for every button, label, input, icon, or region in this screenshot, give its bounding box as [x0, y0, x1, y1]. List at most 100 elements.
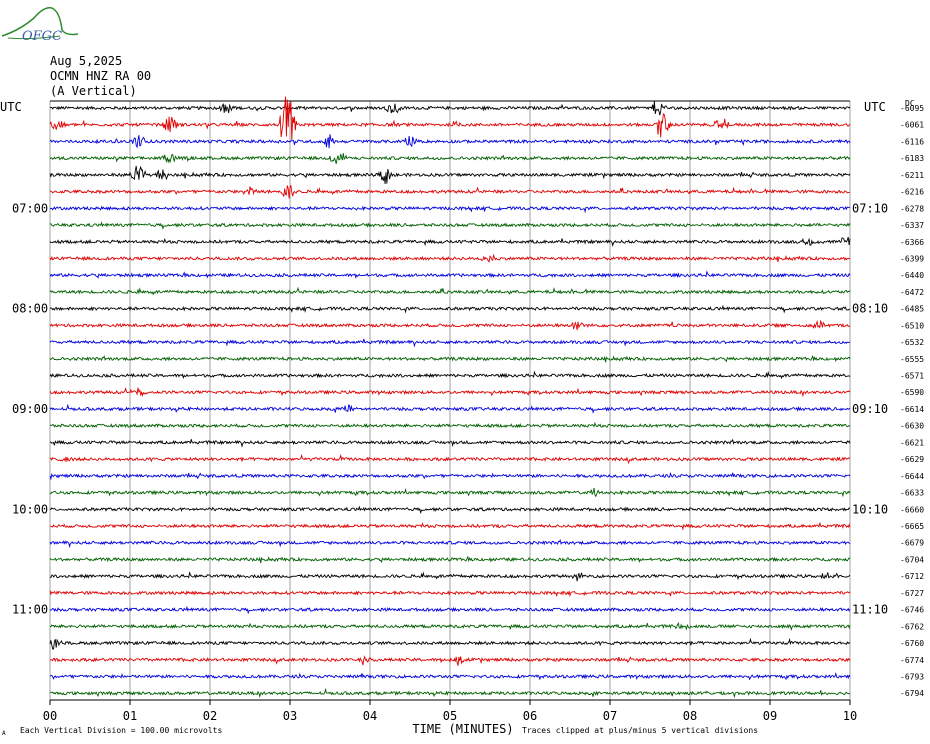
logo-text: OFGC — [22, 29, 62, 44]
trace-line — [49, 205, 851, 214]
dc-offset-label: -6746 — [900, 606, 924, 615]
dc-offset-label: -6571 — [900, 372, 924, 381]
trace-line — [49, 637, 851, 650]
clip-note: Traces clipped at plus/minus 5 vertical … — [522, 726, 758, 735]
dc-offset-label: -6337 — [900, 221, 924, 230]
x-axis-title: TIME (MINUTES) — [412, 722, 513, 736]
trace-line — [49, 96, 851, 141]
right-hour-label: 09:10 — [852, 402, 888, 416]
dc-offset-label: -6440 — [900, 271, 924, 280]
dc-offset-label: -6532 — [900, 338, 924, 347]
chart-date: Aug 5,2025 — [50, 54, 123, 68]
dc-offset-label: -6399 — [900, 254, 924, 263]
left-hour-label: 07:00 — [12, 201, 48, 215]
dc-offset-label: -6660 — [900, 505, 924, 514]
dc-offset-label: -6727 — [900, 589, 924, 598]
dc-offset-label: -6216 — [900, 188, 924, 197]
x-tick-label: 04 — [363, 709, 377, 723]
x-tick-label: 03 — [283, 709, 297, 723]
dc-offset-label: -6211 — [900, 171, 924, 180]
left-hour-label: 10:00 — [12, 502, 48, 516]
station-code: OCMN HNZ RA 00 — [50, 69, 152, 83]
trace-line — [49, 522, 851, 531]
x-tick-label: 07 — [603, 709, 617, 723]
dc-offset-label: -6183 — [900, 154, 924, 163]
trace-line — [49, 655, 851, 666]
dc-offset-label: -6278 — [900, 204, 924, 213]
trace-line — [49, 319, 851, 331]
dc-column-label: DC — [905, 99, 915, 108]
scale-note: Each Vertical Division = 100.00 microvol… — [20, 726, 222, 735]
right-utc-label: UTC — [864, 100, 886, 114]
trace-line — [49, 403, 851, 414]
trace-line — [49, 438, 851, 448]
x-tick-label: 06 — [523, 709, 537, 723]
x-tick-label: 08 — [683, 709, 697, 723]
dc-offset-label: -6095 — [900, 104, 924, 113]
trace-line — [49, 539, 851, 549]
trace-line — [49, 421, 851, 429]
x-tick-label: 00 — [43, 709, 57, 723]
trace-line — [50, 101, 851, 116]
trace-line — [49, 687, 851, 699]
dc-offset-label: -6630 — [900, 422, 924, 431]
dc-offset-label: -6794 — [900, 689, 924, 698]
trace-line — [49, 165, 851, 185]
right-hour-label: 07:10 — [852, 201, 888, 215]
right-hour-label: 08:10 — [852, 302, 888, 316]
dc-offset-label: -6366 — [900, 238, 924, 247]
trace-line — [49, 270, 851, 279]
dc-offset-label: -6629 — [900, 455, 924, 464]
dc-offset-label: -6633 — [900, 489, 924, 498]
dc-offset-label: -6679 — [900, 539, 924, 548]
trace-line — [49, 221, 851, 230]
trace-line — [49, 621, 851, 632]
trace-line — [49, 453, 851, 465]
component-label: (A Vertical) — [50, 84, 137, 98]
dc-offset-label: -6704 — [900, 555, 924, 564]
trace-line — [49, 253, 851, 263]
dc-offset-label: -6644 — [900, 472, 924, 481]
dc-offset-label: -6621 — [900, 438, 924, 447]
dc-offset-label: -6760 — [900, 639, 924, 648]
dc-offset-label: -6116 — [900, 137, 924, 146]
trace-line — [49, 304, 851, 314]
x-tick-label: 05 — [443, 709, 457, 723]
trace-line — [49, 589, 851, 598]
left-utc-label: UTC — [0, 100, 22, 114]
x-tick-label: 02 — [203, 709, 217, 723]
trace-line — [49, 555, 851, 564]
right-hour-label: 11:10 — [852, 603, 888, 617]
trace-line — [49, 571, 851, 582]
dc-offset-label: -6762 — [900, 622, 924, 631]
trace-line — [49, 185, 851, 199]
dc-offset-label: -6472 — [900, 288, 924, 297]
trace-line — [49, 236, 851, 247]
trace-line — [49, 488, 851, 498]
trace-line — [49, 387, 851, 398]
trace-line — [49, 505, 851, 515]
ofgc-logo: OFGC — [1, 6, 79, 44]
trace-line — [49, 153, 851, 164]
trace-line — [49, 354, 851, 363]
x-tick-label: 01 — [123, 709, 137, 723]
trace-line — [50, 671, 851, 681]
trace-line — [49, 134, 851, 149]
right-hour-label: 10:10 — [852, 502, 888, 516]
dc-offset-label: -6590 — [900, 388, 924, 397]
dc-offset-label: -6712 — [900, 572, 924, 581]
left-hour-label: 11:00 — [12, 603, 48, 617]
x-tick-label: 10 — [843, 709, 857, 723]
dc-offset-label: -6061 — [900, 121, 924, 130]
dc-offset-label: -6555 — [900, 355, 924, 364]
trace-line — [49, 605, 851, 615]
dc-offset-label: -6614 — [900, 405, 924, 414]
dc-offset-label: -6485 — [900, 305, 924, 314]
dc-offset-label: -6774 — [900, 656, 924, 665]
trace-line — [49, 471, 851, 481]
dc-offset-label: -6665 — [900, 522, 924, 531]
x-tick-label: 09 — [763, 709, 777, 723]
left-hour-label: 09:00 — [12, 402, 48, 416]
